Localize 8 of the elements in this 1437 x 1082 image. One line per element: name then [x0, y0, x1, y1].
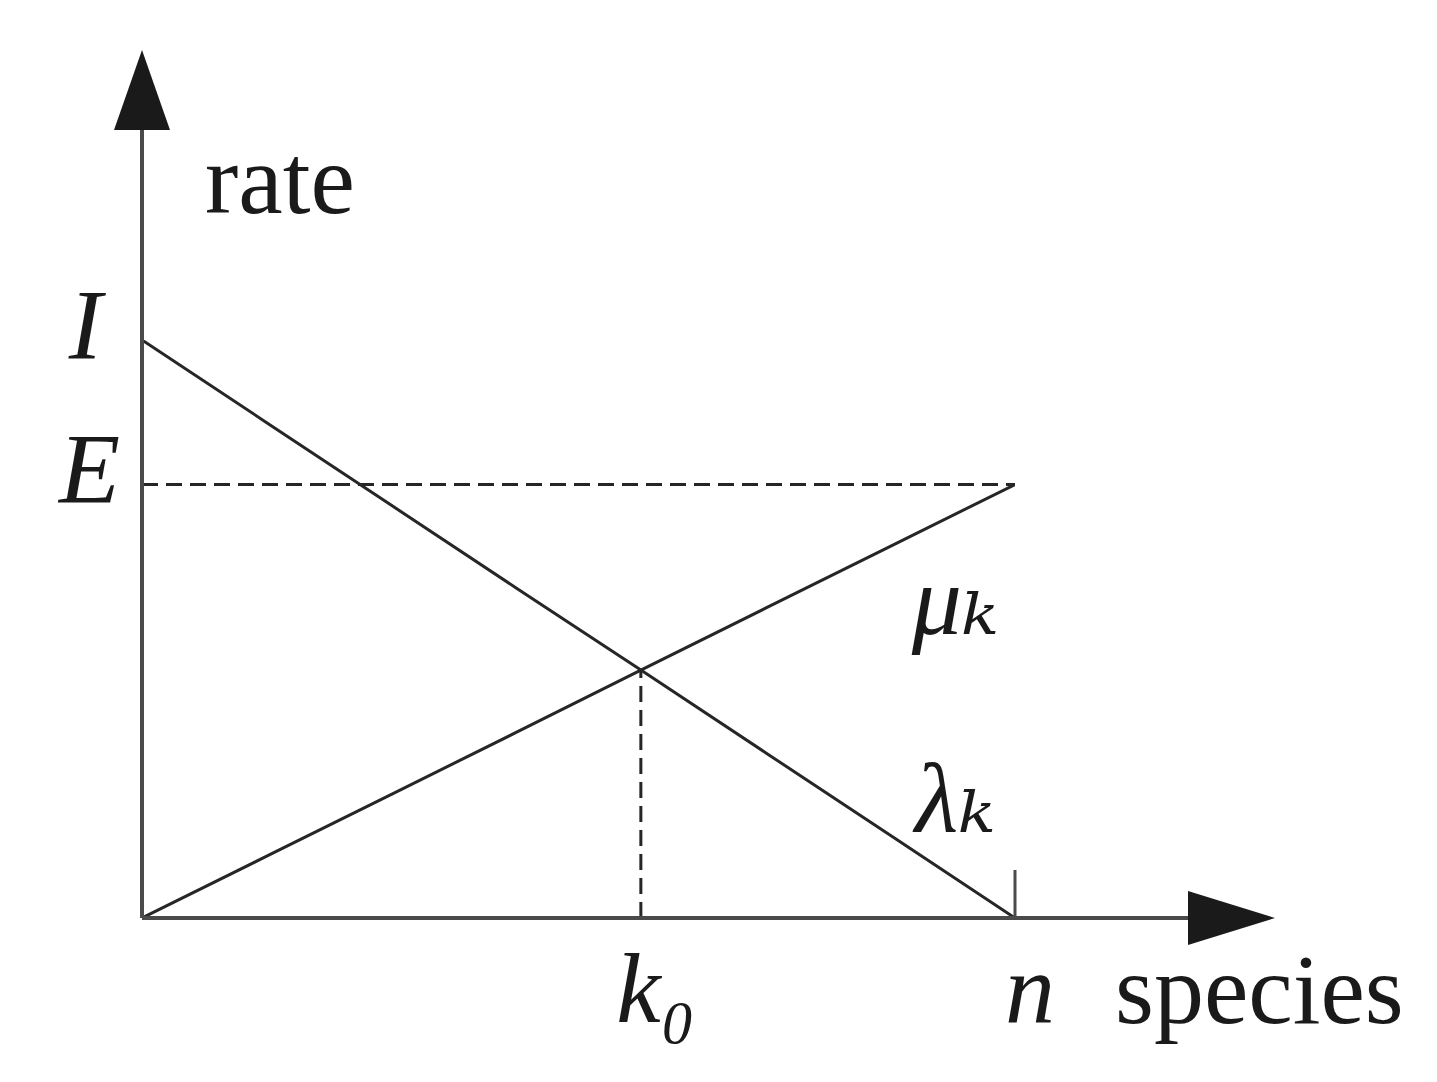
text: I: [67, 269, 107, 380]
y-axis-title: rate: [205, 124, 355, 235]
series-label: λₖ: [912, 742, 995, 854]
series-label: μₖ: [910, 544, 999, 655]
x-tick-label: k₀: [616, 933, 696, 1044]
x-axis-title: species: [1115, 934, 1404, 1045]
ref-line-label: E: [56, 412, 120, 524]
x-tick-label: n: [1005, 933, 1055, 1044]
